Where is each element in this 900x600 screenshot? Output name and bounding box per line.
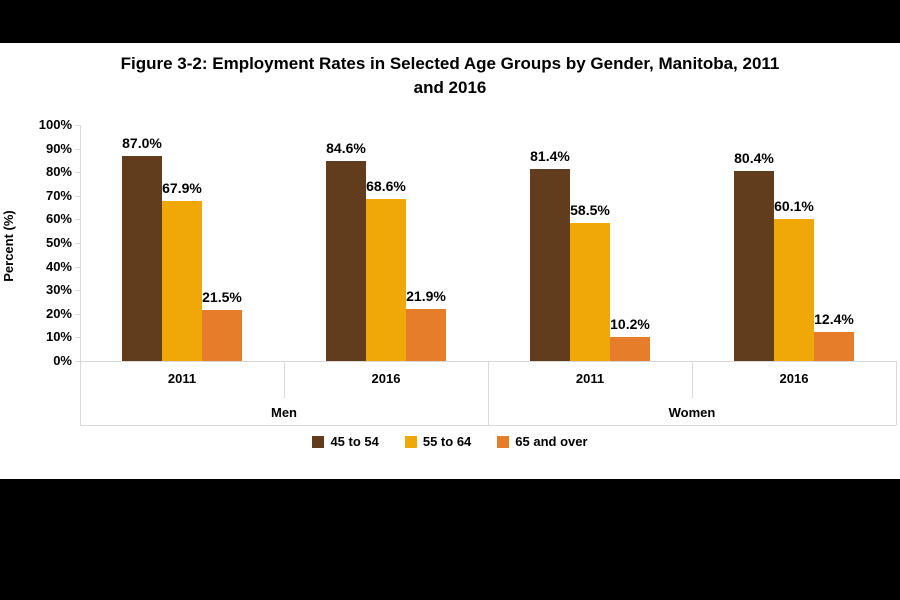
legend-item: 65 and over (497, 434, 588, 449)
year-divider-line (284, 361, 285, 398)
bar-women-2016-45-to-54 (734, 171, 774, 361)
axis-right-line (896, 361, 897, 425)
bar-men-2016-65-and-over (406, 309, 446, 361)
y-axis-line (80, 125, 81, 425)
bar-value-label: 10.2% (610, 315, 650, 332)
bar-women-2016-65-and-over (814, 331, 854, 361)
y-tick-label: 30% (45, 282, 72, 298)
bar-value-label: 81.4% (530, 147, 570, 164)
bar-value-label: 60.1% (774, 198, 814, 215)
y-tick-mark (75, 290, 80, 292)
bar-value-label: 80.4% (734, 150, 774, 167)
bar-value-label: 21.5% (202, 289, 242, 306)
gender-divider-line (488, 361, 489, 425)
x-year-cell: 2011 (575, 371, 605, 386)
y-tick-mark (75, 243, 80, 244)
bar-value-label: 67.9% (162, 179, 202, 196)
legend-item: 45 to 54 (312, 434, 379, 449)
x-gender-cell: Women (668, 405, 716, 420)
bar-men-2011-45-to-54 (122, 155, 162, 361)
y-tick-label: 60% (45, 211, 72, 227)
y-tick-label: 10% (45, 329, 72, 345)
y-tick-mark (75, 125, 80, 126)
chart-title-line-2: and 2016 (413, 78, 487, 97)
y-tick-mark (75, 195, 80, 197)
bar-men-2011-65-and-over (202, 310, 242, 361)
y-tick-label: 40% (45, 258, 72, 274)
bar-value-label: 68.6% (366, 178, 406, 195)
bar-women-2016-55-to-64 (774, 219, 814, 361)
y-axis-title: Percent (%) (1, 210, 16, 282)
bar-value-label: 84.6% (326, 140, 366, 157)
y-tick-mark (75, 172, 80, 174)
legend-swatch-55-to-64 (404, 435, 417, 448)
legend-label: 65 and over (515, 434, 588, 449)
x-year-cell: 2016 (371, 371, 401, 386)
bar-men-2011-55-to-64 (162, 200, 202, 361)
chart-title-line-1: Figure 3-2: Employment Rates in Selected… (120, 54, 780, 73)
bar-men-2016-45-to-54 (326, 161, 366, 361)
y-tick-mark (75, 148, 80, 150)
y-tick-mark (75, 219, 80, 221)
legend-swatch-65-and-over (497, 435, 510, 448)
bar-women-2011-45-to-54 (530, 168, 570, 361)
y-tick-mark (75, 361, 80, 362)
y-tick-label: 20% (45, 305, 72, 321)
legend-label: 55 to 64 (422, 434, 472, 449)
x-year-cell: 2011 (167, 371, 197, 386)
y-tick-mark (75, 313, 80, 315)
legend-swatch-45-to-54 (312, 435, 325, 448)
y-tick-mark (75, 337, 80, 339)
bar-value-label: 87.0% (122, 134, 162, 151)
chart-canvas: Figure 3-2: Employment Rates in Selected… (0, 43, 900, 479)
bar-value-label: 12.4% (814, 310, 854, 327)
y-tick-label: 80% (45, 164, 72, 180)
x-year-cell: 2016 (779, 371, 809, 386)
y-tick-label: 70% (45, 187, 72, 203)
y-tick-mark (75, 266, 80, 268)
bar-men-2016-55-to-64 (366, 199, 406, 361)
y-tick-label: 0% (53, 353, 72, 368)
bar-women-2011-55-to-64 (570, 222, 610, 361)
bar-value-label: 58.5% (570, 201, 610, 218)
y-tick-label: 50% (45, 235, 72, 250)
legend-item: 55 to 64 (404, 434, 472, 449)
x-gender-cell: Men (271, 405, 297, 420)
y-tick-label: 100% (38, 117, 72, 132)
y-tick-label: 90% (45, 140, 72, 156)
legend: 45 to 54 55 to 64 65 and over (0, 434, 900, 449)
bar-women-2011-65-and-over (610, 336, 650, 361)
legend-label: 45 to 54 (330, 434, 379, 449)
bar-value-label: 21.9% (406, 288, 446, 305)
x-axis-bottom-line (80, 425, 896, 426)
year-divider-line (692, 361, 693, 398)
chart-title: Figure 3-2: Employment Rates in Selected… (0, 52, 900, 100)
